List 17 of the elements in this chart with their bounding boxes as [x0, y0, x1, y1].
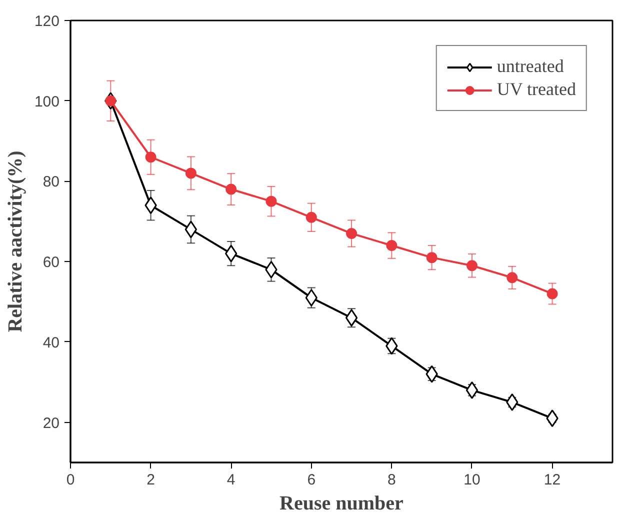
x-tick-label: 0 [66, 472, 75, 488]
y-tick-label: 100 [34, 93, 60, 110]
x-tick-label: 2 [146, 472, 155, 488]
y-tick-label: 120 [34, 13, 60, 30]
x-tick-label: 6 [307, 472, 316, 488]
legend-label: untreated [496, 56, 564, 77]
legend-label: UV treated [496, 79, 576, 100]
x-axis-title: Reuse number [280, 492, 404, 514]
y-tick-label: 60 [42, 254, 60, 272]
x-tick-label: 8 [388, 472, 396, 488]
y-tick-label: 20 [42, 414, 60, 432]
y-tick-label: 40 [42, 334, 60, 352]
x-tick-label: 4 [226, 472, 236, 488]
y-axis-title: Relative aactivity(%) [4, 150, 26, 332]
x-tick-label: 12 [544, 472, 561, 488]
y-tick-label: 80 [42, 174, 60, 191]
x-tick-label: 10 [464, 472, 480, 488]
